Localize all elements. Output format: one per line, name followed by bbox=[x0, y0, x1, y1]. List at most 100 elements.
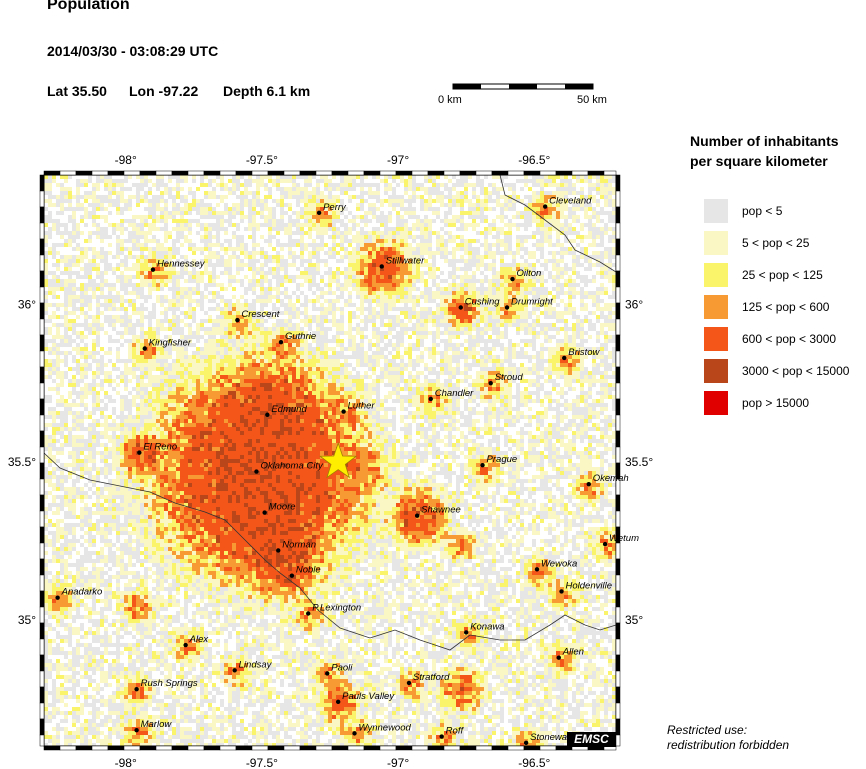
city-label-4: Oilton bbox=[516, 268, 541, 279]
city-label-28: Konawa bbox=[470, 621, 504, 632]
city-marker-23 bbox=[534, 567, 540, 572]
legend-label: 5 < pop < 25 bbox=[742, 236, 810, 250]
city-label-26: Anadarko bbox=[61, 587, 103, 598]
city-marker-18 bbox=[586, 481, 591, 487]
city-marker-0 bbox=[316, 210, 322, 216]
legend-swatch bbox=[704, 231, 728, 255]
city-label-22: Norman bbox=[282, 539, 316, 550]
lon-tick-top-3: -96.5° bbox=[518, 153, 550, 167]
legend-swatch bbox=[704, 295, 728, 319]
city-marker-21 bbox=[602, 541, 608, 547]
axis-tick-labels: -98° -98° -97.5° -97.5° -97° -97° -96.5° -96.5°… bbox=[8, 153, 654, 769]
city-marker-33 bbox=[134, 687, 139, 692]
city-label-33: Rush Springs bbox=[141, 678, 198, 689]
city-marker-5 bbox=[235, 317, 240, 323]
city-marker-38 bbox=[439, 734, 444, 739]
legend-swatch bbox=[704, 391, 728, 415]
scale-end-label: 50 km bbox=[577, 94, 607, 106]
city-label-9: Guthrie bbox=[285, 331, 316, 342]
city-marker-30 bbox=[556, 655, 561, 660]
city-label-8: Kingfisher bbox=[149, 338, 192, 349]
city-marker-27 bbox=[306, 611, 311, 616]
city-label-29: Alex bbox=[189, 634, 210, 645]
lon-tick-bottom-2: -97° bbox=[387, 756, 409, 769]
city-label-15: El Reno bbox=[143, 442, 177, 453]
map-border-ticks bbox=[39, 170, 621, 751]
city-label-25: Holdenville bbox=[566, 580, 612, 591]
city-label-32: Paoli bbox=[331, 662, 353, 673]
lon-tick-bottom-3: -96.5° bbox=[518, 756, 550, 769]
city-marker-29 bbox=[183, 642, 188, 648]
city-label-16: Oklahoma City bbox=[260, 461, 324, 472]
legend-label: 25 < pop < 125 bbox=[742, 268, 823, 282]
city-label-38: Roff bbox=[446, 726, 465, 737]
city-marker-1 bbox=[542, 204, 548, 209]
legend-item-2: 25 < pop < 125 bbox=[704, 263, 823, 287]
event-datetime: 2014/03/30 - 03:08:29 UTC bbox=[47, 43, 219, 59]
legend-label: pop > 15000 bbox=[742, 396, 810, 410]
lat-tick-left-2: 35° bbox=[18, 613, 36, 627]
city-marker-39 bbox=[523, 740, 529, 746]
city-marker-22 bbox=[276, 548, 281, 553]
city-label-23: Wewoka bbox=[541, 558, 577, 569]
event-depth: Depth 6.1 km bbox=[223, 83, 311, 99]
city-marker-31 bbox=[232, 668, 237, 673]
lon-tick-bottom-0: -98° bbox=[115, 756, 137, 769]
city-marker-12 bbox=[428, 396, 433, 402]
city-label-2: Hennessey bbox=[157, 259, 206, 270]
lon-tick-top-2: -97° bbox=[387, 153, 409, 167]
lat-tick-right-2: 35° bbox=[625, 613, 643, 627]
city-marker-9 bbox=[278, 339, 284, 345]
city-label-3: Stillwater bbox=[386, 255, 425, 266]
restricted-line-1: Restricted use: bbox=[667, 723, 748, 737]
map-title: Population bbox=[47, 0, 130, 13]
legend-swatch bbox=[704, 327, 728, 351]
legend-item-6: pop > 15000 bbox=[704, 391, 809, 415]
city-markers: Perry Cleveland Hennessey Stillwater Oilton C… bbox=[55, 196, 639, 746]
city-marker-16 bbox=[254, 469, 259, 474]
city-marker-26 bbox=[55, 595, 60, 600]
city-marker-19 bbox=[262, 510, 267, 515]
emsc-logo: EMSC bbox=[567, 732, 616, 747]
city-label-5: Crescent bbox=[241, 309, 279, 320]
scale-bar bbox=[452, 83, 594, 90]
city-marker-34 bbox=[406, 680, 412, 686]
city-label-34: Stratford bbox=[413, 672, 450, 683]
scale-start-label: 0 km bbox=[438, 94, 462, 106]
legend-label: pop < 5 bbox=[742, 204, 783, 218]
city-label-10: Bristow bbox=[568, 347, 600, 358]
city-label-1: Cleveland bbox=[549, 196, 592, 207]
city-marker-36 bbox=[134, 728, 139, 733]
city-label-30: Allen bbox=[562, 647, 584, 658]
legend-swatch bbox=[704, 359, 728, 383]
city-label-24: Noble bbox=[296, 565, 321, 576]
city-marker-20 bbox=[414, 513, 420, 518]
city-marker-8 bbox=[142, 346, 147, 351]
legend-item-1: 5 < pop < 25 bbox=[704, 231, 809, 255]
city-marker-3 bbox=[379, 264, 384, 269]
city-label-17: Prague bbox=[487, 454, 518, 465]
city-marker-32 bbox=[325, 671, 330, 676]
lat-tick-right-0: 36° bbox=[625, 297, 643, 311]
city-marker-17 bbox=[480, 463, 485, 468]
legend-swatch bbox=[704, 263, 728, 287]
city-label-14: Edmund bbox=[271, 404, 307, 415]
city-label-0: Perry bbox=[323, 202, 347, 213]
lon-tick-bottom-1: -97.5° bbox=[246, 756, 278, 769]
city-label-18: Okemah bbox=[593, 473, 629, 484]
city-marker-2 bbox=[150, 267, 156, 272]
city-label-21: Wetum bbox=[609, 533, 639, 544]
lat-tick-right-1: 35.5° bbox=[625, 455, 653, 469]
city-label-27: P.Lexington bbox=[312, 603, 361, 614]
legend-item-3: 125 < pop < 600 bbox=[704, 295, 829, 319]
legend-label: 600 < pop < 3000 bbox=[742, 332, 837, 346]
lat-tick-left-1: 35.5° bbox=[8, 455, 36, 469]
city-label-35: Pauls Valley bbox=[342, 691, 395, 702]
population-density-grid bbox=[44, 175, 616, 747]
city-marker-13 bbox=[341, 409, 346, 414]
city-marker-4 bbox=[510, 276, 515, 282]
city-label-12: Chandler bbox=[435, 388, 474, 399]
city-label-37: Wynnewood bbox=[359, 722, 412, 733]
lat-tick-left-0: 36° bbox=[18, 297, 36, 311]
